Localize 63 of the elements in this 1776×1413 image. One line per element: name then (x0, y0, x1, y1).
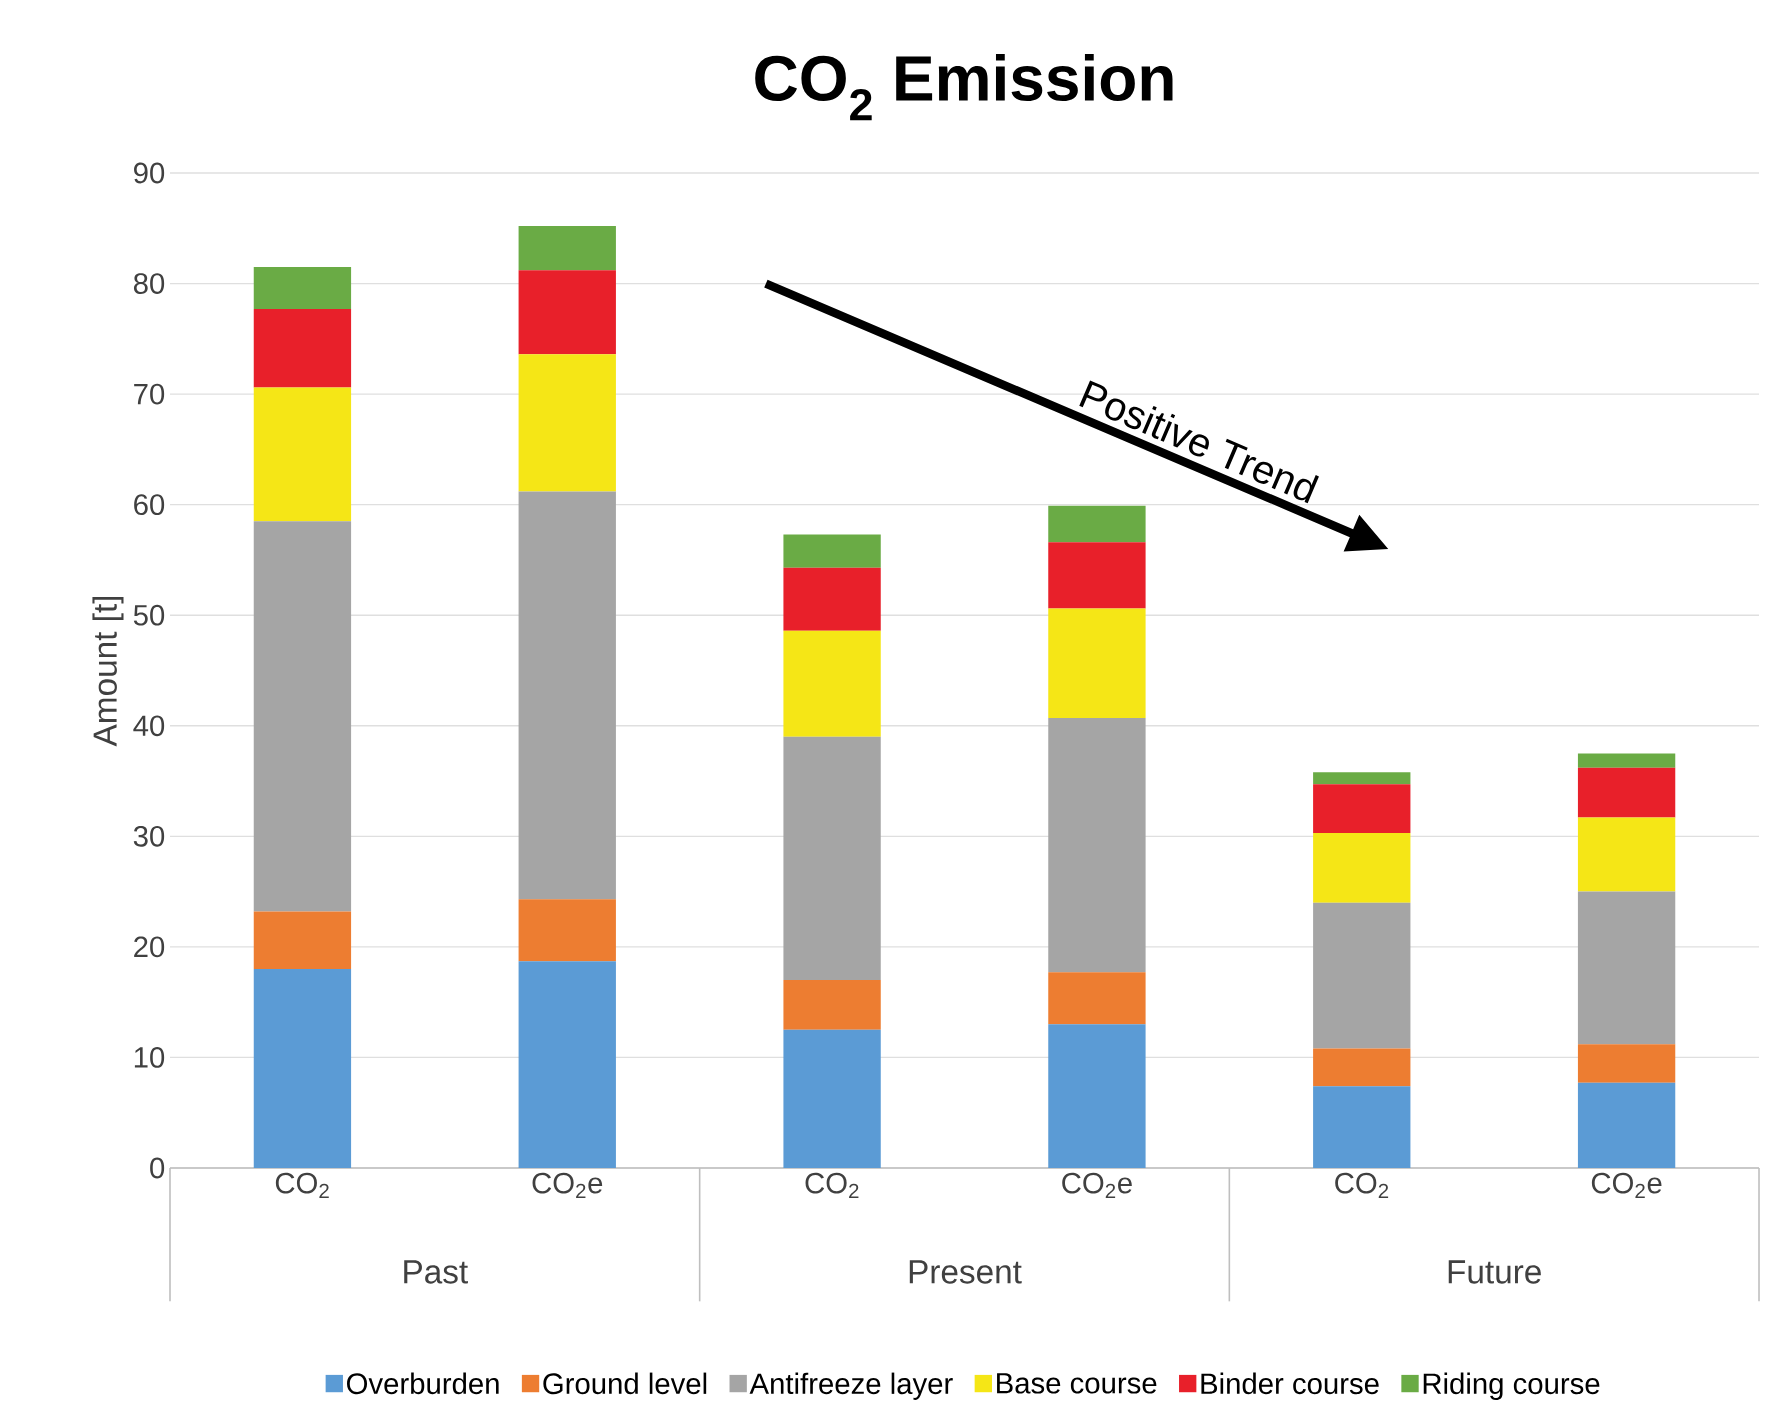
chart-title: CO$_{2}$ Emission (755, 54, 1173, 121)
y-tick-label: 50 (133, 604, 165, 626)
bar (1577, 891, 1676, 1045)
x-tick-label: CO$_{2}$ (805, 1172, 859, 1198)
bar (1577, 767, 1676, 818)
bar (253, 911, 352, 969)
bar (783, 630, 881, 737)
legend-label: Binder course (1201, 1372, 1379, 1395)
bar (783, 1029, 881, 1168)
x-tick-label: CO$_{2}$e (1062, 1172, 1132, 1198)
bar (1313, 1086, 1411, 1168)
bar (783, 980, 881, 1030)
bar (518, 899, 616, 962)
y-tick-label: 80 (133, 273, 165, 294)
bar (1048, 972, 1146, 1025)
x-tick-label: CO$_{2}$ (275, 1172, 329, 1198)
legend-label: Base course (997, 1373, 1157, 1394)
bar (783, 736, 881, 981)
bar (1577, 753, 1676, 768)
bar (1313, 784, 1411, 834)
legend-label: Ground level (543, 1372, 707, 1395)
bar (518, 961, 616, 1168)
x-tick-label: CO$_{2}$e (532, 1172, 603, 1198)
bar (1577, 817, 1676, 892)
legend-label: Overburden (347, 1372, 499, 1395)
y-tick-label: 30 (133, 825, 165, 847)
bar (783, 567, 881, 631)
text: Future (1448, 1260, 1541, 1284)
y-tick-label: 20 (134, 936, 165, 958)
x-tick-label: CO$_{2}$ (1335, 1172, 1389, 1198)
bar (518, 491, 616, 900)
bar (518, 226, 616, 271)
y-tick-label: 10 (134, 1047, 165, 1068)
bar (1313, 902, 1411, 1049)
bar (1313, 833, 1411, 903)
bar (1313, 772, 1411, 785)
bar (1048, 608, 1146, 719)
bar (253, 387, 352, 522)
y-tick-label: 40 (133, 715, 165, 737)
bar (518, 354, 616, 492)
bar (518, 270, 616, 355)
text: Present (909, 1260, 1022, 1284)
y-tick-label: 60 (134, 494, 165, 516)
bar (253, 308, 352, 388)
text: Past (404, 1260, 468, 1284)
bar (783, 534, 881, 568)
bar (1577, 1082, 1676, 1168)
bar (253, 521, 352, 912)
x-tick-label: CO$_{2}$e (1591, 1172, 1662, 1198)
bar (1048, 718, 1146, 973)
bar (1048, 1024, 1146, 1168)
bar (1577, 1044, 1676, 1083)
bar (253, 266, 352, 309)
y-axis-title: Amount [t] (92, 596, 124, 747)
bar (1048, 505, 1146, 543)
y-tick-label: 70 (134, 383, 165, 405)
legend-label: Antifreeze layer (749, 1372, 953, 1400)
y-tick-label: 0 (150, 1157, 165, 1179)
legend-label: Riding course (1423, 1372, 1600, 1400)
y-tick-label: 90 (134, 162, 165, 184)
bar (253, 969, 352, 1168)
bar (1313, 1048, 1411, 1087)
bar (1048, 542, 1146, 609)
